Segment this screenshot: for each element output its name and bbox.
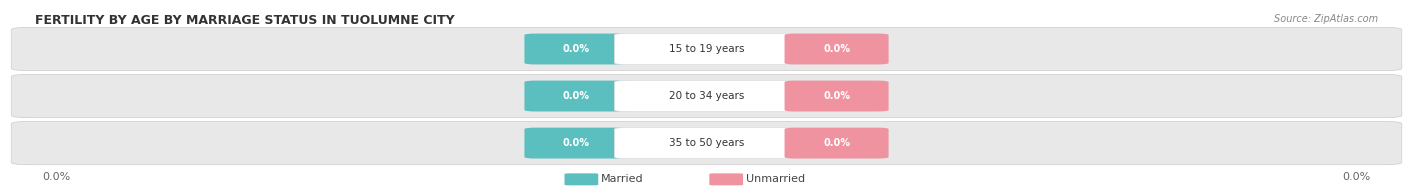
FancyBboxPatch shape [524,81,628,112]
FancyBboxPatch shape [785,34,889,64]
Text: 0.0%: 0.0% [562,138,591,148]
Text: 35 to 50 years: 35 to 50 years [669,138,744,148]
FancyBboxPatch shape [564,173,599,185]
Text: 0.0%: 0.0% [823,44,851,54]
FancyBboxPatch shape [11,74,1402,118]
Text: Unmarried: Unmarried [745,174,806,184]
Text: 20 to 34 years: 20 to 34 years [669,91,744,101]
FancyBboxPatch shape [524,34,628,64]
Text: 15 to 19 years: 15 to 19 years [669,44,744,54]
FancyBboxPatch shape [614,81,799,112]
FancyBboxPatch shape [11,27,1402,71]
Text: FERTILITY BY AGE BY MARRIAGE STATUS IN TUOLUMNE CITY: FERTILITY BY AGE BY MARRIAGE STATUS IN T… [35,14,454,27]
Text: Married: Married [602,174,644,184]
FancyBboxPatch shape [614,128,799,159]
FancyBboxPatch shape [614,34,799,64]
Text: 0.0%: 0.0% [1343,172,1371,182]
FancyBboxPatch shape [709,173,742,185]
Text: Source: ZipAtlas.com: Source: ZipAtlas.com [1274,14,1378,24]
Text: 0.0%: 0.0% [562,44,591,54]
Text: 0.0%: 0.0% [823,91,851,101]
Text: 0.0%: 0.0% [42,172,70,182]
FancyBboxPatch shape [11,122,1402,165]
Text: 0.0%: 0.0% [562,91,591,101]
Text: 0.0%: 0.0% [823,138,851,148]
FancyBboxPatch shape [785,128,889,159]
FancyBboxPatch shape [524,128,628,159]
FancyBboxPatch shape [785,81,889,112]
